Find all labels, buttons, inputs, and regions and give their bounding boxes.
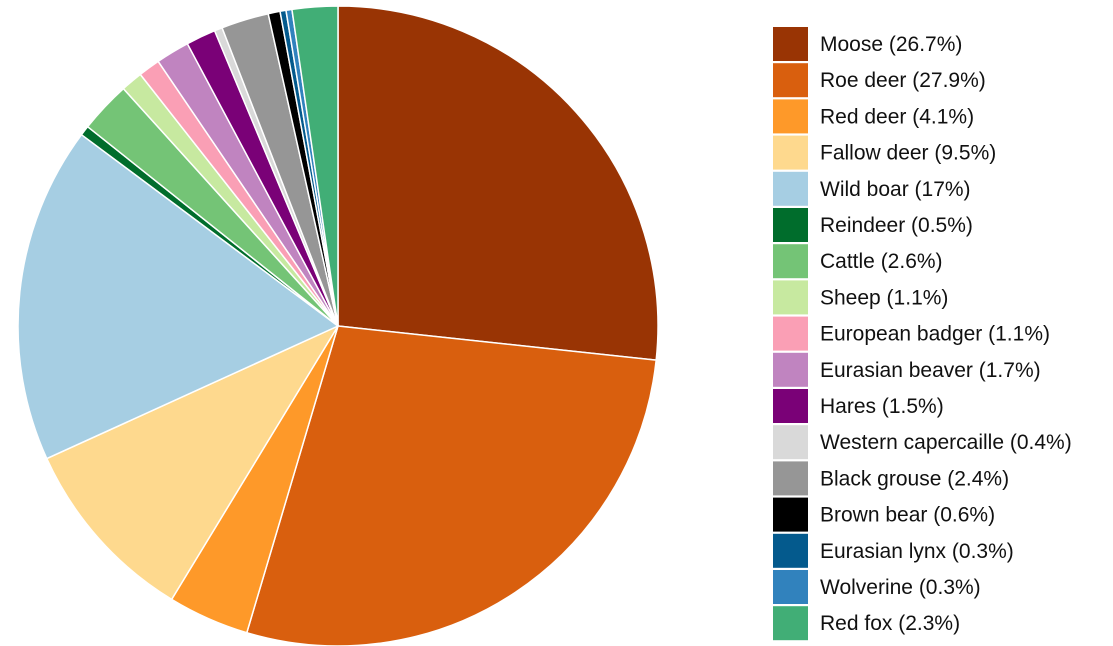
legend-label-reindeer: Reindeer (0.5%) bbox=[820, 214, 973, 237]
legend-label-roe-deer: Roe deer (27.9%) bbox=[820, 69, 986, 92]
legend-label-european-badger: European badger (1.1%) bbox=[820, 323, 1050, 346]
pie-slice-fallow-deer bbox=[46, 325, 339, 601]
legend-label-moose: Moose (26.7%) bbox=[820, 33, 962, 56]
legend-label-cattle: Cattle (2.6%) bbox=[820, 250, 943, 273]
legend-swatch-red-fox bbox=[773, 606, 808, 641]
legend-label-brown-bear: Brown bear (0.6%) bbox=[820, 504, 995, 527]
legend-label-eurasian-lynx: Eurasian lynx (0.3%) bbox=[820, 540, 1014, 563]
pie-slice-red-fox bbox=[291, 5, 339, 327]
legend-swatch-hares bbox=[773, 389, 808, 423]
legend-swatch-black-grouse bbox=[773, 461, 808, 496]
pie-slice-moose bbox=[337, 5, 659, 361]
legend-label-fallow-deer: Fallow deer (9.5%) bbox=[820, 142, 996, 165]
legend-swatch-eurasian-lynx bbox=[773, 533, 808, 568]
legend-label-wild-boar: Wild boar (17%) bbox=[820, 178, 971, 201]
legend-swatch-red-deer bbox=[773, 99, 808, 134]
legend-swatch-european-badger bbox=[773, 316, 808, 351]
legend-label-eurasian-beaver: Eurasian beaver (1.7%) bbox=[820, 359, 1041, 382]
legend-label-black-grouse: Black grouse (2.4%) bbox=[820, 467, 1009, 490]
legend-label-sheep: Sheep (1.1%) bbox=[820, 286, 948, 309]
legend-label-wolverine: Wolverine (0.3%) bbox=[820, 576, 981, 599]
legend-swatch-sheep bbox=[773, 280, 808, 315]
legend-swatch-roe-deer bbox=[773, 63, 808, 98]
legend-swatch-cattle bbox=[773, 244, 808, 279]
legend-label-red-deer: Red deer (4.1%) bbox=[820, 105, 974, 128]
pie-slices bbox=[17, 5, 659, 646]
legend-label-hares: Hares (1.5%) bbox=[820, 395, 944, 418]
legend-swatch-wolverine bbox=[773, 570, 808, 604]
legend-swatch-wild-boar bbox=[773, 171, 808, 206]
legend-swatch-fallow-deer bbox=[773, 135, 808, 170]
legend-swatch-brown-bear bbox=[773, 497, 808, 532]
legend-swatch-moose bbox=[773, 27, 808, 61]
legend-swatch-western-capercaille bbox=[773, 425, 808, 460]
legend-label-western-capercaille: Western capercaille (0.4%) bbox=[820, 431, 1072, 454]
legend-swatch-eurasian-beaver bbox=[773, 352, 808, 387]
pie-slice-wild-boar bbox=[17, 133, 339, 460]
pie-slice-roe-deer bbox=[246, 325, 657, 646]
legend-swatch-reindeer bbox=[773, 208, 808, 242]
legend-label-red-fox: Red fox (2.3%) bbox=[820, 612, 960, 635]
legend: Moose (26.7%) Roe deer (27.9%) Red deer (4… bbox=[773, 27, 1072, 641]
